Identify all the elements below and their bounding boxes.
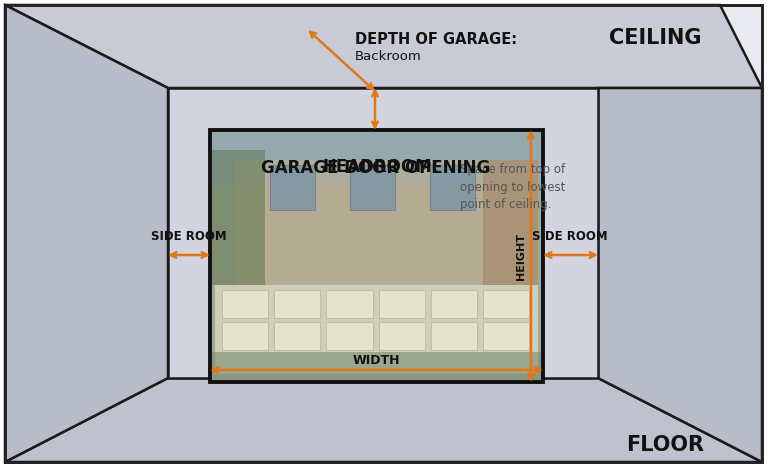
Text: WIDTH: WIDTH xyxy=(353,353,400,366)
Polygon shape xyxy=(215,285,538,374)
Polygon shape xyxy=(210,150,265,285)
Text: SIDE ROOM: SIDE ROOM xyxy=(151,231,227,243)
Text: HEADROOM:: HEADROOM: xyxy=(322,158,439,176)
Polygon shape xyxy=(430,165,475,210)
Polygon shape xyxy=(5,5,762,462)
Polygon shape xyxy=(5,5,762,88)
Text: FLOOR: FLOOR xyxy=(626,435,704,455)
Polygon shape xyxy=(326,290,372,318)
Polygon shape xyxy=(326,322,372,350)
Polygon shape xyxy=(483,160,538,285)
Text: DEPTH OF GARAGE:: DEPTH OF GARAGE: xyxy=(355,32,517,47)
Polygon shape xyxy=(274,322,320,350)
Polygon shape xyxy=(598,88,762,462)
Polygon shape xyxy=(210,130,543,185)
Polygon shape xyxy=(210,130,543,382)
Polygon shape xyxy=(483,290,529,318)
Polygon shape xyxy=(5,378,762,462)
Polygon shape xyxy=(5,5,168,462)
Text: HEIGHT: HEIGHT xyxy=(516,233,526,279)
Polygon shape xyxy=(350,165,395,210)
Text: Backroom: Backroom xyxy=(355,51,422,64)
Polygon shape xyxy=(274,290,320,318)
Polygon shape xyxy=(379,322,425,350)
Polygon shape xyxy=(379,290,425,318)
Text: GARAGE DOOR OPENING: GARAGE DOOR OPENING xyxy=(261,159,491,177)
Polygon shape xyxy=(168,88,598,378)
Polygon shape xyxy=(431,322,477,350)
Polygon shape xyxy=(222,290,268,318)
Polygon shape xyxy=(483,322,529,350)
Polygon shape xyxy=(235,160,538,285)
Polygon shape xyxy=(270,165,315,210)
Polygon shape xyxy=(210,352,543,382)
Text: CEILING: CEILING xyxy=(609,28,701,48)
Text: Space from top of
opening to lowest
point of ceiling.: Space from top of opening to lowest poin… xyxy=(460,163,565,211)
Polygon shape xyxy=(431,290,477,318)
Polygon shape xyxy=(222,322,268,350)
Text: SIDE ROOM: SIDE ROOM xyxy=(532,231,607,243)
